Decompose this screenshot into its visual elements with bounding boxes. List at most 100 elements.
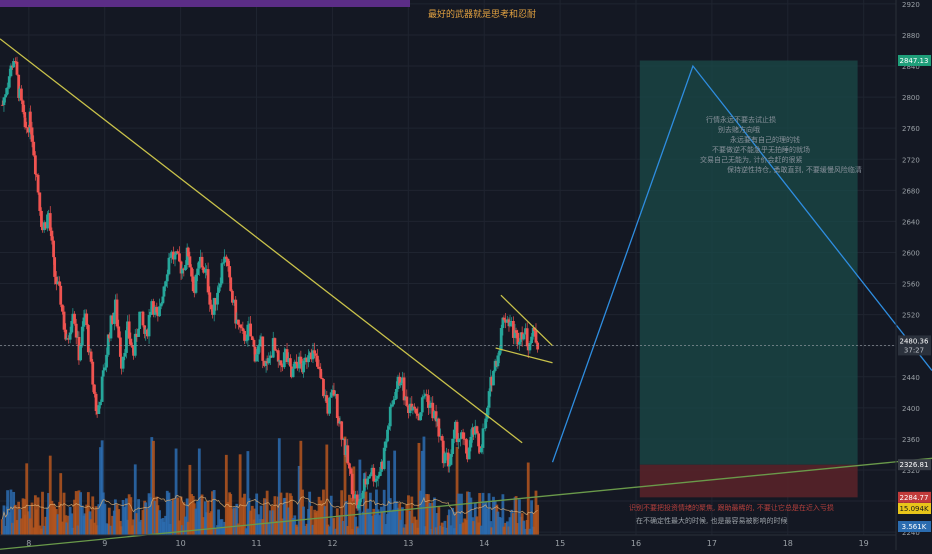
- candle-body: [309, 352, 313, 360]
- volume-bar: [305, 523, 309, 535]
- volume-bar: [314, 512, 318, 535]
- volume-bar: [410, 496, 414, 535]
- volume-bar: [71, 527, 75, 535]
- volume-bar: [399, 519, 403, 535]
- entry-price-label-bg: [898, 459, 931, 471]
- volume-bar: [205, 512, 208, 535]
- candle-body: [153, 307, 157, 315]
- candle-body: [13, 61, 17, 62]
- volume-bar: [79, 492, 83, 535]
- volume-bar: [279, 492, 283, 535]
- candle-body: [171, 251, 175, 260]
- candle-body: [341, 439, 345, 440]
- volume-bar: [322, 489, 325, 535]
- candle-body: [28, 111, 32, 128]
- candle-body: [458, 438, 462, 440]
- candle-body: [21, 100, 25, 113]
- candle-body: [393, 398, 397, 401]
- candle-body: [145, 329, 149, 337]
- volume-bar: [302, 506, 305, 535]
- volume-bar: [28, 518, 32, 535]
- candle-body: [475, 426, 479, 434]
- candle-body: [387, 426, 390, 430]
- candle-body: [240, 327, 244, 329]
- volume-bar: [460, 493, 463, 535]
- candle-body: [428, 404, 432, 408]
- volume-bar: [447, 509, 451, 535]
- candle-body: [354, 494, 357, 499]
- candle-body: [451, 438, 455, 454]
- candle-body: [439, 436, 442, 437]
- candle-body: [516, 332, 520, 345]
- candle-body: [147, 315, 151, 337]
- candle-body: [162, 286, 166, 297]
- volume-bar: [400, 507, 404, 535]
- candle-body: [212, 298, 216, 315]
- candle-body: [80, 326, 84, 346]
- candle-body: [303, 357, 307, 361]
- volume-bar: [48, 455, 52, 535]
- volume-bar: [184, 516, 187, 535]
- candle-body: [484, 418, 488, 429]
- price-axis[interactable]: 2240228023202360240024402480252025602600…: [895, 0, 920, 550]
- candle-body: [48, 213, 52, 231]
- candle-body: [99, 401, 102, 406]
- volume-bar: [159, 518, 163, 535]
- candle-body: [453, 421, 457, 430]
- volume-bar: [469, 497, 473, 535]
- candle-body: [528, 343, 532, 351]
- volume-bar: [315, 510, 319, 535]
- candle-body: [194, 274, 198, 293]
- candle-body: [429, 402, 433, 405]
- candle-body: [370, 467, 374, 475]
- candle-body: [493, 360, 497, 371]
- volume-bar: [7, 512, 11, 535]
- candle-body: [93, 384, 96, 394]
- volume-bar: [441, 526, 445, 535]
- candle-body: [288, 358, 292, 367]
- candle-body: [218, 283, 222, 288]
- volume-bar: [259, 505, 263, 535]
- candle-body: [361, 490, 365, 499]
- candle-body: [44, 222, 48, 229]
- candle-body: [97, 405, 101, 414]
- candle-body: [120, 356, 123, 369]
- volume-bar: [463, 518, 467, 535]
- candle-body: [440, 436, 444, 441]
- volume-bar: [334, 528, 338, 535]
- price-tick-label: 2800: [902, 94, 920, 102]
- volume-bar: [229, 494, 233, 535]
- note-line: 行情永远不要去试止损: [706, 115, 776, 124]
- volume-bar: [443, 520, 447, 535]
- volume-bar: [425, 494, 429, 535]
- candle-body: [425, 394, 429, 396]
- volume-bar: [277, 438, 281, 535]
- volume-bar: [26, 511, 30, 535]
- candle-body: [164, 281, 168, 287]
- volume-bar: [536, 504, 540, 535]
- candle-body: [487, 391, 491, 408]
- candle-body: [373, 481, 377, 482]
- candle-body: [319, 368, 323, 378]
- candle-body: [85, 313, 89, 326]
- volume-bar: [152, 440, 155, 535]
- candle-body: [180, 268, 184, 274]
- candle-body: [323, 395, 327, 397]
- volume-bar: [99, 447, 102, 535]
- volume-bar: [376, 509, 380, 535]
- candle-body: [252, 340, 256, 347]
- candle-body: [253, 346, 257, 362]
- candle-body: [170, 251, 174, 258]
- volume-bar: [370, 515, 374, 535]
- volume-bar: [419, 490, 423, 535]
- volume-bar: [246, 451, 250, 535]
- volume-bar: [511, 513, 515, 535]
- volume-bar: [504, 522, 508, 535]
- candle-body: [388, 406, 392, 427]
- time-axis[interactable]: 8 9 10 11 12 13 14 15 16 17 18 19: [0, 534, 896, 548]
- candle-body: [247, 323, 251, 325]
- target-price-label-bg: [898, 54, 931, 66]
- candle-body: [499, 327, 503, 351]
